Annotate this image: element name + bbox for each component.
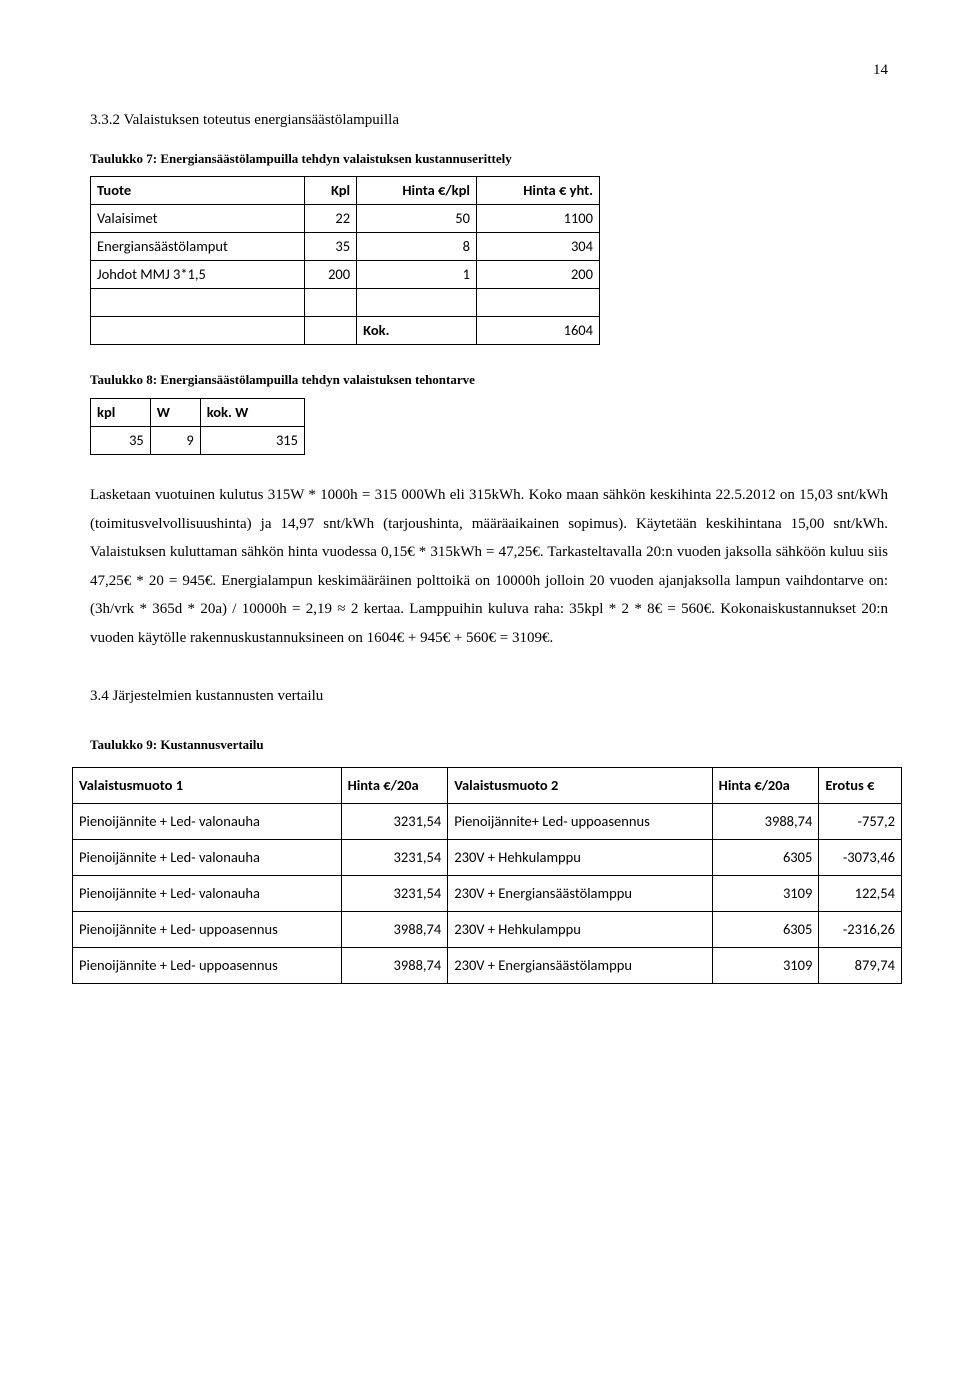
table7-cell: 304 [476, 233, 599, 261]
table7-cell: Valaisimet [91, 205, 305, 233]
table9-cell: 3109 [712, 875, 819, 911]
table7-cell: 1100 [476, 205, 599, 233]
table8-h1: W [150, 399, 200, 427]
table9-cell: 230V + Energiansäästölamppu [448, 947, 712, 983]
table9-cell: 3231,54 [341, 803, 448, 839]
table9-cell: 3988,74 [341, 947, 448, 983]
table7-h1: Kpl [304, 177, 356, 205]
table8-header-row: kpl W kok. W [91, 399, 305, 427]
table9-h0: Valaistusmuoto 1 [73, 767, 342, 803]
table9-row: Pienoijännite + Led- valonauha 3231,54 2… [73, 875, 902, 911]
table7-cell [304, 317, 356, 345]
table9-cell: Pienoijännite + Led- valonauha [73, 803, 342, 839]
table8-cell: 9 [150, 427, 200, 455]
table9-cell: 3988,74 [341, 911, 448, 947]
heading-3-4: 3.4 Järjestelmien kustannusten vertailu [90, 686, 888, 708]
table9-cell: -757,2 [819, 803, 902, 839]
table9-cell: 3988,74 [712, 803, 819, 839]
table9-header-row: Valaistusmuoto 1 Hinta €/20a Valaistusmu… [73, 767, 902, 803]
table7-cell [91, 289, 305, 317]
table8-h2: kok. W [200, 399, 304, 427]
table8: kpl W kok. W 35 9 315 [90, 398, 305, 455]
table9-row: Pienoijännite + Led- uppoasennus 3988,74… [73, 911, 902, 947]
table9-row: Pienoijännite + Led- valonauha 3231,54 2… [73, 839, 902, 875]
table9-cell: 3231,54 [341, 839, 448, 875]
table9-cell: 3231,54 [341, 875, 448, 911]
table9-h2: Valaistusmuoto 2 [448, 767, 712, 803]
table7-h3: Hinta € yht. [476, 177, 599, 205]
table9-cell: 6305 [712, 911, 819, 947]
table8-h0: kpl [91, 399, 151, 427]
table9-cell: 879,74 [819, 947, 902, 983]
table7-caption: Taulukko 7: Energiansäästölampuilla tehd… [90, 150, 888, 169]
table7-cell: Johdot MMJ 3*1,5 [91, 261, 305, 289]
table9-cell: Pienoijännite + Led- uppoasennus [73, 911, 342, 947]
table7-cell [357, 289, 477, 317]
table7-row: Johdot MMJ 3*1,5 200 1 200 [91, 261, 600, 289]
table9-cell: Pienoijännite + Led- valonauha [73, 839, 342, 875]
table9-cell: 230V + Hehkulamppu [448, 911, 712, 947]
table7-total-row: Kok. 1604 [91, 317, 600, 345]
table9-h3: Hinta €/20a [712, 767, 819, 803]
table7-row: Valaisimet 22 50 1100 [91, 205, 600, 233]
page-number: 14 [90, 60, 888, 82]
table7-cell: 8 [357, 233, 477, 261]
table7-h2: Hinta €/kpl [357, 177, 477, 205]
table7-cell: Energiansäästölamput [91, 233, 305, 261]
table7-cell: 50 [357, 205, 477, 233]
table7-kok-label: Kok. [357, 317, 477, 345]
table9-caption: Taulukko 9: Kustannusvertailu [90, 736, 888, 755]
table9-cell: 230V + Hehkulamppu [448, 839, 712, 875]
table9-cell: 230V + Energiansäästölamppu [448, 875, 712, 911]
table7-empty-row [91, 289, 600, 317]
table7-row: Energiansäästölamput 35 8 304 [91, 233, 600, 261]
table7-cell: 1 [357, 261, 477, 289]
table7-h0: Tuote [91, 177, 305, 205]
table9-cell: 122,54 [819, 875, 902, 911]
table7-cell: 22 [304, 205, 356, 233]
table9-cell: Pienoijännite+ Led- uppoasennus [448, 803, 712, 839]
table8-row: 35 9 315 [91, 427, 305, 455]
table7-kok-total: 1604 [476, 317, 599, 345]
table9: Valaistusmuoto 1 Hinta €/20a Valaistusmu… [72, 767, 902, 984]
table7-cell: 200 [304, 261, 356, 289]
table8-cell: 35 [91, 427, 151, 455]
table8-cell: 315 [200, 427, 304, 455]
table9-cell: Pienoijännite + Led- uppoasennus [73, 947, 342, 983]
table9-cell: -2316,26 [819, 911, 902, 947]
table7-cell: 200 [476, 261, 599, 289]
table7-cell [91, 317, 305, 345]
table9-h1: Hinta €/20a [341, 767, 448, 803]
table7-cell: 35 [304, 233, 356, 261]
table9-cell: -3073,46 [819, 839, 902, 875]
table7-cell [476, 289, 599, 317]
table9-row: Pienoijännite + Led- valonauha 3231,54 P… [73, 803, 902, 839]
table7: Tuote Kpl Hinta €/kpl Hinta € yht. Valai… [90, 176, 600, 345]
table9-cell: 6305 [712, 839, 819, 875]
table7-cell [304, 289, 356, 317]
table8-caption: Taulukko 8: Energiansäästölampuilla tehd… [90, 371, 888, 390]
table9-cell: Pienoijännite + Led- valonauha [73, 875, 342, 911]
table9-h4: Erotus € [819, 767, 902, 803]
table9-row: Pienoijännite + Led- uppoasennus 3988,74… [73, 947, 902, 983]
table9-cell: 3109 [712, 947, 819, 983]
body-paragraph: Lasketaan vuotuinen kulutus 315W * 1000h… [90, 481, 888, 652]
table7-header-row: Tuote Kpl Hinta €/kpl Hinta € yht. [91, 177, 600, 205]
heading-3-3-2: 3.3.2 Valaistuksen toteutus energiansääs… [90, 110, 888, 132]
